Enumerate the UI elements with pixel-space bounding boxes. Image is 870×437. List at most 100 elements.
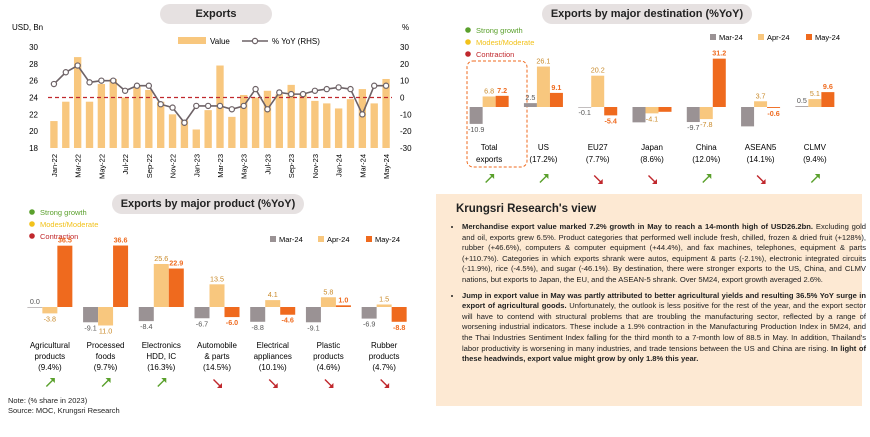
exports-yoy-point [193,102,200,110]
down-arrow-icon [648,175,657,184]
prod-bar [194,307,210,319]
legend-strong-label: Strong growth [40,208,87,217]
dest-category-label: EU27 [588,143,609,152]
exports-value-bar [109,78,117,148]
prod-bar [391,307,407,322]
exports-yoy-point [276,89,283,96]
exports-yoy-point [216,102,224,110]
exports-yoy-point [145,82,153,89]
prod-bar [57,245,73,307]
dest-legend-label: Apr-24 [767,33,790,42]
up-arrow-icon [702,174,712,183]
prod-data-label: -3.8 [44,314,56,323]
dest-category-share: (12.0%) [692,155,720,164]
dest-bar [591,75,605,107]
exports-ytick-right: -10 [400,110,412,119]
exports-ytick-right: -30 [400,144,412,153]
dest-data-label: -10.9 [468,125,484,134]
prod-category-share: (4.7%) [372,363,396,372]
exports-yoy-point [335,84,342,91]
dest-bar [821,92,835,107]
exports-ytick-right: 0 [400,94,405,103]
dest-legend-label: May-24 [815,33,840,42]
exports-legend-value-label: Value [210,37,230,46]
dest-bar [645,107,659,114]
exports-value-bar [121,97,129,148]
down-arrow-icon [268,379,278,388]
legend-modest-label: Modest/Moderate [476,38,534,47]
prod-bar [209,284,225,307]
exports-ytick-left: 28 [29,60,38,69]
legend-strong-dot [29,209,35,215]
legend-modest-dot [29,221,35,227]
dest-bar [549,92,563,107]
dest-bar [523,103,537,107]
exports-legend-value-swatch [178,37,206,44]
prod-data-label: 13.5 [210,274,224,283]
exports-xtick: Mar-23 [216,154,225,178]
prod-bar [320,297,336,307]
prod-category-label: Plastic [317,341,341,350]
prod-bar [250,307,266,322]
dest-data-label: 31.2 [712,49,726,58]
exports-xtick: Jan-24 [335,154,344,177]
exports-value-bar [133,86,141,148]
dest-data-label: -7.8 [700,120,712,129]
dest-bar [741,107,755,127]
exports-ytick-right: 20 [400,60,409,69]
exports-value-bar [287,84,295,148]
dest-data-label: -9.7 [687,123,699,132]
exports-yoy-point [98,77,105,84]
exports-value-bar [263,90,272,148]
prod-bar [168,268,184,307]
prod-bar [27,307,43,308]
destination-title: Exports by major destination (%YoY) [542,4,752,24]
prod-data-label: 25.6 [154,254,168,263]
dest-bar [482,96,496,107]
exports-value-bar [251,97,260,148]
exports-yoy-point [62,69,69,76]
prod-category-share: (16.3%) [147,363,175,372]
dest-legend-swatch [758,34,764,40]
prod-data-label: 5.8 [323,287,333,296]
prod-bar [83,307,99,323]
dest-bar [686,107,700,123]
prod-bar [153,263,169,307]
dest-data-label: 5.1 [810,89,820,98]
prod-category-share: (14.5%) [203,363,231,372]
up-arrow-icon [810,174,820,183]
research-list: Merchandise export value marked 7.2% gro… [450,222,866,370]
research-point-2-bold: Jump in export value in May was partly a… [462,290,866,311]
dest-category-share: (14.1%) [747,155,775,164]
dest-data-label: 26.1 [536,57,550,66]
exports-yoy-point [74,62,81,69]
exports-yoy-point [240,102,247,110]
exports-value-bar [358,89,367,148]
exports-value-bar [240,94,248,148]
exports-xtick: Mar-22 [74,154,83,178]
exports-yoy-point [299,90,307,98]
dest-bar [699,107,713,120]
prod-category-label: Electronics [142,341,181,350]
exports-value-bar [168,114,177,148]
research-point-2: Jump in export value in May was partly a… [462,291,866,365]
prod-legend-swatch [270,236,276,242]
exports-xtick: Sep-22 [145,154,154,178]
down-arrow-icon [593,175,603,184]
research-panel: Krungsri Research's view Merchandise exp… [436,194,866,406]
exports-value-bar [192,129,200,148]
exports-yoy-point [121,87,129,94]
prod-data-label: -9.1 [84,323,96,332]
exports-value-bar [62,101,70,148]
prod-data-label: -6.9 [363,320,375,329]
prod-bar [280,307,296,315]
product-title: Exports by major product (%YoY) [112,194,304,214]
dest-bar [767,107,781,108]
prod-legend-label: Mar-24 [279,235,303,244]
exports-ytick-left: 22 [29,110,38,119]
product-chart: Strong growth Modest/Moderate Contraction M… [27,208,407,388]
exports-xtick: Nov-23 [311,154,320,178]
dest-data-label: 7.2 [497,86,507,95]
prod-category-label: products [35,352,66,361]
dest-category-label: CLMV [804,143,827,152]
